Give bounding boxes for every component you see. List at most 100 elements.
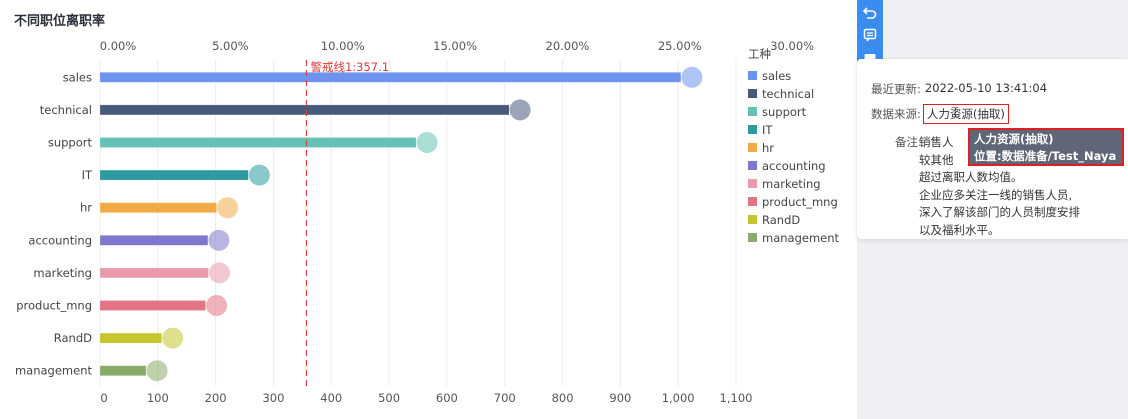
bar xyxy=(100,72,681,83)
bar-end-marker xyxy=(146,360,168,382)
updated-label: 最近更新: xyxy=(871,82,921,96)
bar-end-marker xyxy=(208,229,230,251)
bottom-axis-tick-label: 700 xyxy=(494,391,516,405)
top-axis-tick-label: 25.00% xyxy=(658,39,702,53)
bottom-axis-tick-label: 900 xyxy=(609,391,631,405)
bar xyxy=(100,104,510,115)
remark-row: 备注: xyxy=(895,134,922,150)
source-label: 数据来源: xyxy=(871,107,921,121)
legend-swatch xyxy=(748,197,757,206)
top-axis-tick-label: 15.00% xyxy=(433,39,477,53)
category-label: management xyxy=(15,364,93,378)
legend-swatch xyxy=(748,233,757,242)
bottom-axis-tick-label: 100 xyxy=(147,391,169,405)
legend-title: 工种 xyxy=(748,47,771,61)
source-link[interactable]: 人力资源(抽取) xyxy=(922,104,1009,124)
legend-label: support xyxy=(762,105,807,119)
bar-outline xyxy=(99,300,206,311)
comment-icon[interactable] xyxy=(861,26,879,44)
bar-end-marker xyxy=(248,164,270,186)
bar-outline xyxy=(99,72,682,83)
bottom-axis-tick-label: 600 xyxy=(436,391,458,405)
updated-row: 最近更新: 2022-05-10 13:41:04 xyxy=(871,81,1047,97)
legend-swatch xyxy=(748,89,757,98)
bar xyxy=(100,333,162,344)
bar xyxy=(100,267,209,278)
bar xyxy=(100,300,206,311)
legend-label: marketing xyxy=(762,177,821,191)
bar-end-marker xyxy=(206,295,228,316)
bar xyxy=(100,202,217,213)
legend-label: RandD xyxy=(762,213,800,227)
legend-swatch xyxy=(748,179,757,188)
category-label: sales xyxy=(63,70,92,84)
bar-outline xyxy=(99,365,147,376)
bar-end-marker xyxy=(208,262,230,284)
category-label: support xyxy=(48,136,93,150)
legend-swatch xyxy=(748,125,757,134)
category-label: product_mng xyxy=(16,299,92,313)
bar-end-marker xyxy=(162,327,184,349)
bar-outline xyxy=(99,169,249,181)
bar-outline xyxy=(99,267,209,279)
chart-title: 不同职位离职率 xyxy=(14,14,106,29)
tooltip-line-source: 人力资源(抽取) xyxy=(974,132,1054,146)
top-axis-tick-label: 10.00% xyxy=(321,39,365,53)
top-axis-tick-label: 30.00% xyxy=(770,39,814,53)
legend-swatch xyxy=(748,143,757,152)
legend-label: hr xyxy=(762,141,774,155)
bottom-axis-tick-label: 400 xyxy=(320,391,342,405)
bar-end-marker xyxy=(681,66,703,88)
legend-swatch xyxy=(748,71,757,80)
top-axis-tick-label: 20.00% xyxy=(546,39,590,53)
bar-outline xyxy=(99,137,417,148)
bottom-axis-tick-label: 0 xyxy=(100,391,107,405)
top-axis-tick-label: 5.00% xyxy=(212,39,249,53)
bar-end-marker xyxy=(416,132,438,153)
category-label: hr xyxy=(80,201,92,215)
bar xyxy=(100,235,208,246)
category-label: RandD xyxy=(54,331,92,345)
bottom-axis-tick-label: 500 xyxy=(378,391,400,405)
category-label: IT xyxy=(82,168,93,182)
category-label: accounting xyxy=(28,233,92,247)
bottom-axis-tick-label: 1,000 xyxy=(662,391,695,405)
legend-label: technical xyxy=(762,87,814,101)
bar-outline xyxy=(99,202,217,213)
bar xyxy=(100,170,249,181)
legend-label: management xyxy=(762,231,840,245)
legend-label: accounting xyxy=(762,159,826,173)
bar-outline xyxy=(99,332,162,344)
legend-label: product_mng xyxy=(762,195,838,209)
bar xyxy=(100,137,417,148)
category-label: technical xyxy=(40,103,92,117)
bar-end-marker xyxy=(509,99,531,121)
source-tooltip: 人力资源(抽取) 位置:数据准备/Test_Naya xyxy=(968,128,1124,166)
legend-swatch xyxy=(748,215,757,224)
bottom-axis-tick-label: 800 xyxy=(552,391,574,405)
toolbar xyxy=(857,0,883,66)
source-row: 数据来源: 人力资源(抽取) xyxy=(871,104,1009,124)
bottom-axis-tick-label: 300 xyxy=(262,391,284,405)
text-cursor-icon: ⌶ xyxy=(951,105,960,121)
bar-end-marker xyxy=(217,197,239,219)
undo-icon[interactable] xyxy=(861,4,879,22)
bar-outline xyxy=(99,235,209,246)
bottom-axis-tick-label: 1,100 xyxy=(720,391,753,405)
bar-outline xyxy=(99,104,510,116)
reference-line-label: 警戒线1:357.1 xyxy=(310,60,389,74)
remark-label: 备注: xyxy=(895,135,922,149)
bar-chart: 0.00% 5.00% 10.00% 15.00% 20.00% 25.00% 30.00%… xyxy=(15,39,840,405)
category-label: marketing xyxy=(33,266,92,280)
legend-swatch xyxy=(748,107,757,116)
bar xyxy=(100,365,147,376)
chart-panel: 不同职位离职率 0.00% 5.00% 10.00% 15.00% 20.00% 25.0… xyxy=(0,0,857,419)
updated-value: 2022-05-10 13:41:04 xyxy=(924,81,1048,95)
legend-label: IT xyxy=(762,123,773,137)
remark-text: 销售人 较其他 超过离职人数均值。 企业应多关注一线的销售人员, 深入了解该部门… xyxy=(919,135,1080,237)
bottom-axis-tick-label: 200 xyxy=(205,391,227,405)
top-axis-tick-label: 0.00% xyxy=(100,39,137,53)
legend-swatch xyxy=(748,161,757,170)
legend-label: sales xyxy=(762,69,791,83)
tooltip-line-location: 位置:数据准备/Test_Naya xyxy=(974,149,1117,163)
